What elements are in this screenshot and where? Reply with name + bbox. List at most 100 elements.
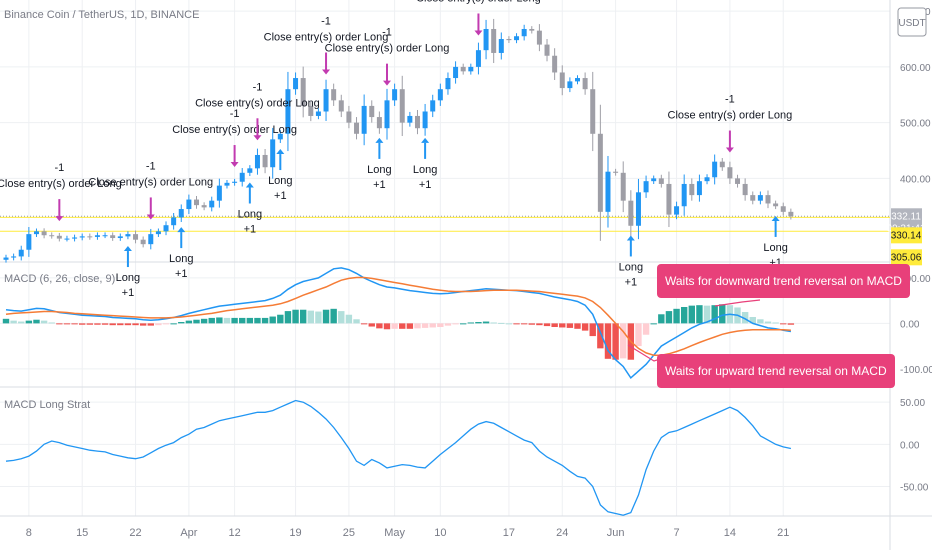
histogram-bar [307, 310, 314, 324]
histogram-bar [597, 323, 604, 349]
histogram-bar [284, 311, 292, 324]
candle-body [582, 78, 588, 90]
candle-body [148, 234, 154, 245]
histogram-bar [170, 323, 177, 325]
histogram-bar [79, 323, 86, 325]
histogram-bar [155, 323, 162, 326]
candle-body [110, 235, 116, 239]
entry-qty: +1 [625, 276, 638, 288]
x-tick-label: May [384, 527, 405, 539]
candle-body [133, 234, 139, 240]
histogram-bar [383, 323, 391, 330]
candle-body [643, 181, 649, 193]
histogram-bar [612, 323, 619, 360]
entry-arrow-head [177, 227, 186, 233]
histogram-bar [48, 322, 55, 324]
entry-qty: +1 [419, 179, 432, 191]
exit-label: Close entry(s) order Long [88, 176, 213, 188]
candle-body [171, 217, 177, 226]
histogram-bar [139, 323, 147, 326]
histogram-bar [86, 323, 94, 325]
histogram-bar [688, 305, 695, 324]
histogram-bar [490, 322, 497, 324]
candle-body [140, 239, 146, 245]
candle-body [216, 185, 222, 201]
histogram-bar [2, 318, 10, 324]
candle-body [712, 161, 718, 178]
upper-level-badge-text: 330.14 [891, 230, 922, 241]
histogram-bar [658, 314, 665, 324]
histogram-bar [467, 322, 475, 324]
macd-pane-label: MACD (6, 26, close, 9) [4, 273, 115, 285]
grid-lines [0, 0, 890, 516]
histogram-bar [391, 323, 398, 329]
macd-tick-label: -100.00 [900, 365, 932, 376]
candle-body [399, 89, 405, 123]
candle-body [765, 195, 771, 204]
histogram-bar [94, 323, 101, 325]
candle-body [209, 200, 215, 208]
histogram-bar [482, 321, 490, 324]
entry-label: Long [413, 164, 437, 176]
candle-body [689, 183, 695, 196]
x-tick-label: 12 [228, 527, 240, 539]
x-tick-label: 14 [724, 527, 736, 539]
candle-body [483, 28, 489, 51]
x-tick-label: 17 [503, 527, 515, 539]
histogram-bar [399, 323, 406, 329]
histogram-bar [147, 323, 154, 326]
candle-body [87, 236, 93, 238]
exit-arrow-head [230, 162, 239, 168]
price-tick-label: 400.00 [900, 174, 931, 185]
histogram-bar [376, 323, 383, 329]
candle-body [445, 78, 451, 90]
exit-qty: -1 [54, 162, 64, 174]
candle-body [338, 100, 344, 112]
strat-line [5, 399, 792, 516]
entry-qty: +1 [244, 223, 257, 235]
entry-label: Long [268, 175, 292, 187]
candle-body [18, 249, 24, 257]
candle-body [590, 89, 596, 134]
exit-qty: -1 [725, 94, 735, 106]
histogram-bar [239, 317, 246, 324]
candle-body [780, 206, 786, 212]
candle-body [719, 161, 725, 168]
histogram-bar [345, 314, 353, 324]
macd-tick-label: 0.00 [900, 319, 920, 330]
candle-body [704, 177, 710, 182]
candle-body [117, 236, 123, 239]
candle-body [125, 234, 131, 237]
histogram-bar [277, 314, 284, 324]
histogram-bar [261, 317, 269, 324]
candles [3, 18, 794, 263]
candle-body [384, 100, 390, 129]
entry-qty: +1 [274, 190, 287, 202]
currency-badge[interactable]: USDT [897, 7, 927, 37]
candle-body [735, 178, 741, 184]
histogram-bar [63, 323, 71, 325]
exit-qty: -1 [382, 27, 392, 39]
callout-upward-reversal: Waits for upward trend reversal on MACD [657, 354, 895, 388]
price-tick-label: 600.00 [900, 63, 931, 74]
histogram-bar [178, 322, 185, 324]
candle-body [620, 172, 626, 201]
entry-label: Long [367, 164, 391, 176]
histogram-bar [749, 317, 756, 324]
histogram-bar [216, 317, 223, 324]
candle-body [41, 231, 47, 236]
macd-line [5, 267, 792, 380]
candle-body [552, 55, 558, 73]
histogram-bar [437, 323, 444, 327]
exit-arrow-head [474, 30, 483, 36]
entry-label: Long [238, 208, 262, 220]
candle-body [79, 236, 85, 238]
histogram-bar [101, 323, 109, 325]
candle-body [247, 168, 253, 173]
candle-body [773, 203, 779, 207]
exit-arrow-head [55, 216, 64, 222]
histogram-bar [444, 323, 452, 326]
exit-label: Close entry(s) order Long [172, 124, 297, 136]
histogram-bar [460, 323, 467, 325]
lower-level-badge-box [891, 249, 922, 266]
